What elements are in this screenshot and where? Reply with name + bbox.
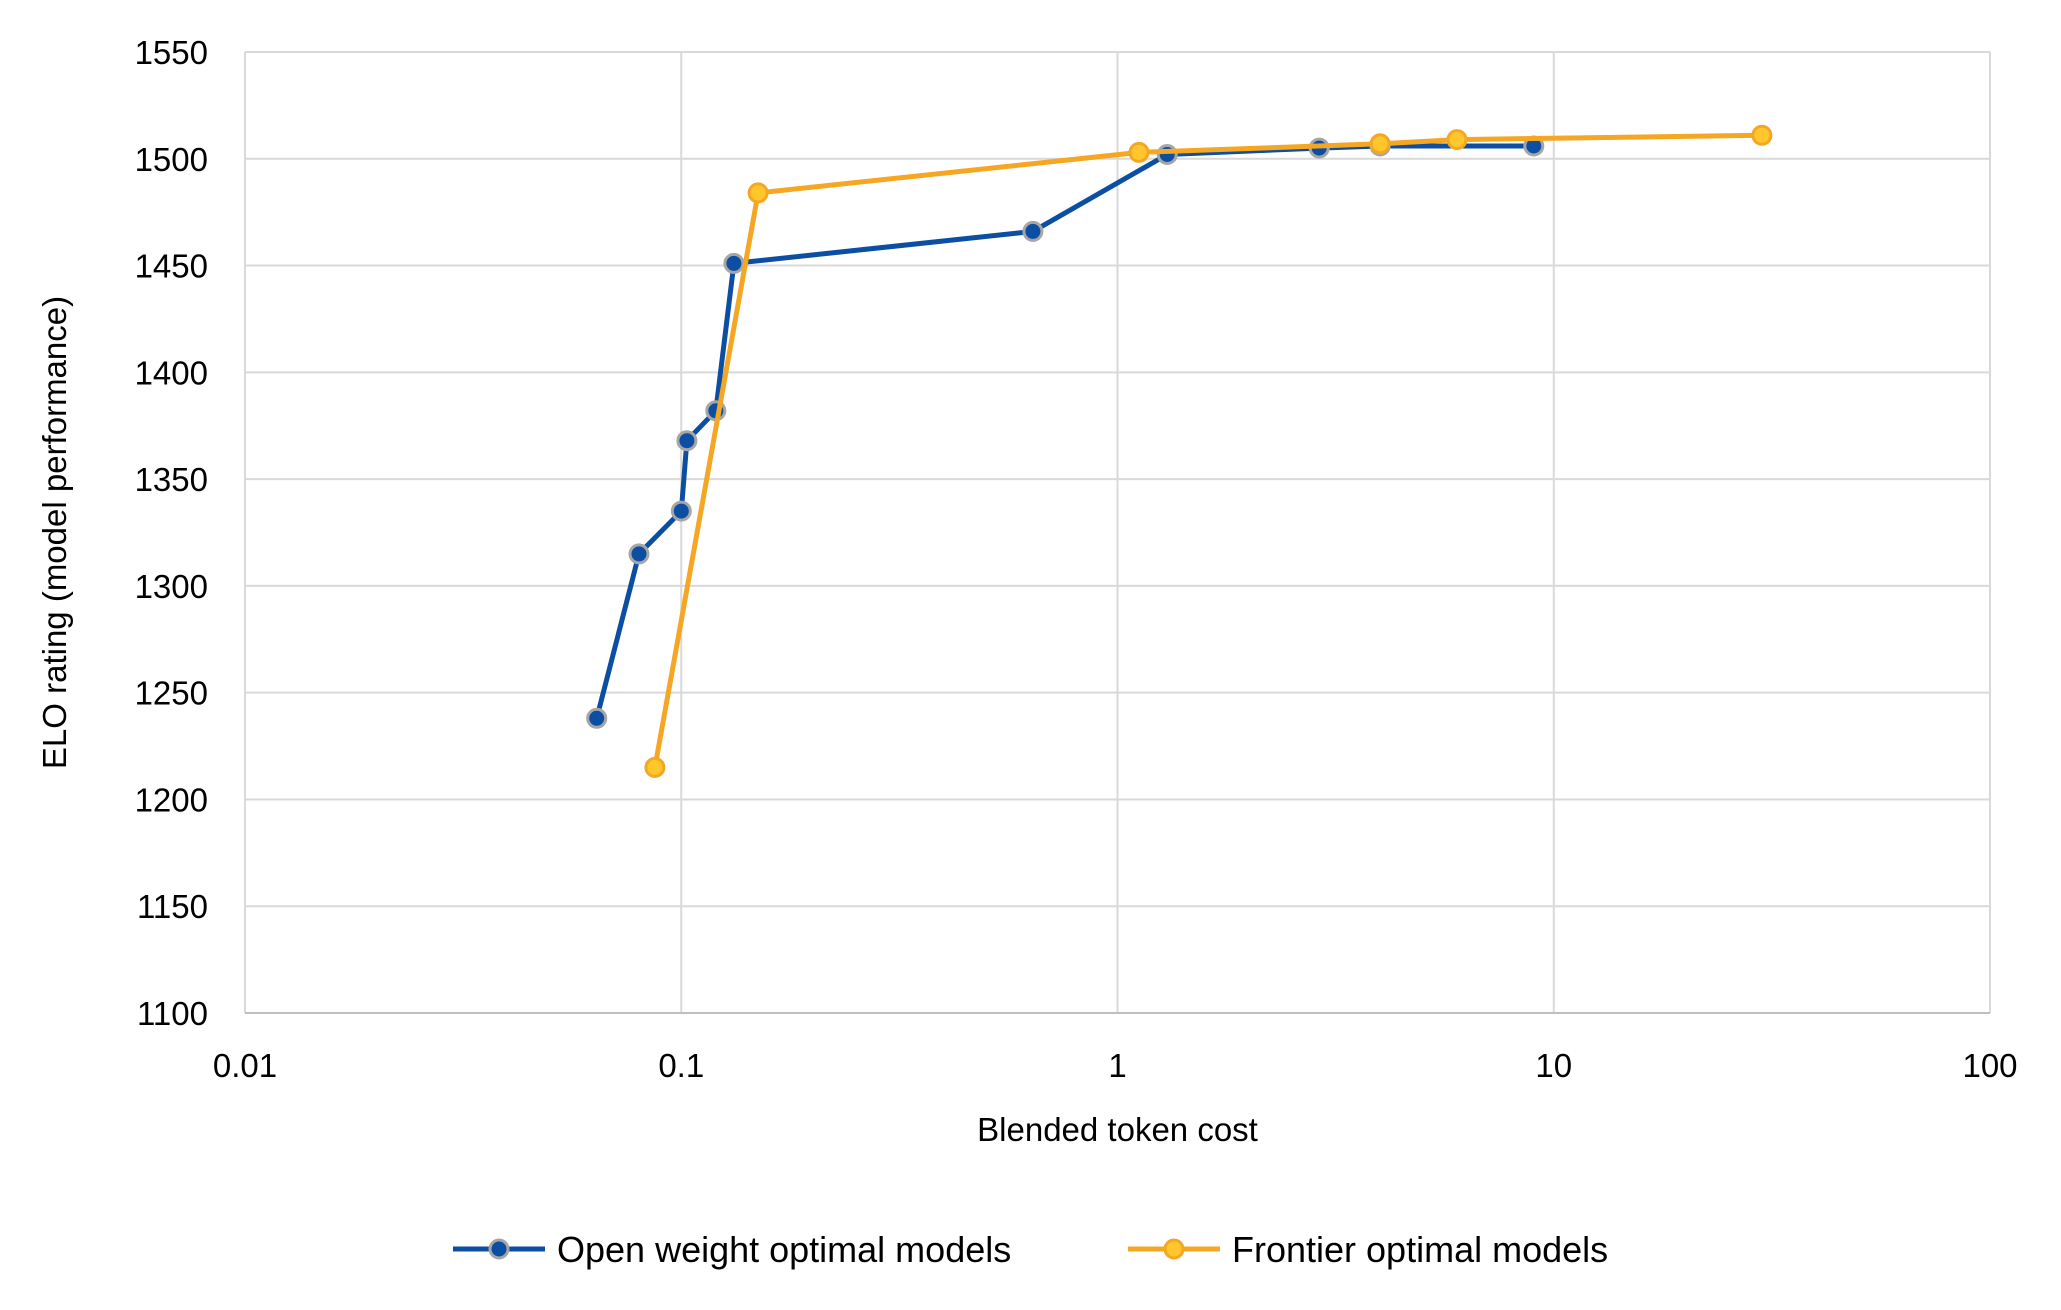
y-tick-label: 1400 [135,354,208,391]
grid [244,51,1991,1013]
y-tick-label: 1350 [135,461,208,498]
data-point [670,500,692,522]
series-line [652,132,1765,770]
data-point [586,707,608,729]
y-tick-label: 1100 [137,995,208,1032]
series-0 [586,135,1545,729]
data-point [1022,220,1044,242]
x-tick-label: 1 [1108,1047,1126,1084]
legend-item-frontier: Frontier optimal models [1128,1229,1608,1270]
y-tick-label: 1200 [135,781,208,818]
data-point [1751,124,1773,146]
legend-label-open-weight: Open weight optimal models [557,1229,1011,1270]
y-axis-title: ELO rating (model performance) [36,296,73,769]
x-tick-label: 0.01 [213,1047,277,1084]
x-tick-labels: 0.01 0.1 1 10 100 [213,1047,2018,1084]
x-tick-label: 100 [1962,1047,2017,1084]
legend-label-frontier: Frontier optimal models [1232,1229,1608,1270]
data-point [747,182,769,204]
x-tick-label: 0.1 [658,1047,704,1084]
legend-marker-frontier [1163,1238,1185,1260]
series [586,124,1773,778]
data-point [676,430,698,452]
y-tick-label: 1250 [135,675,208,712]
data-point [644,756,666,778]
series-line [594,143,1537,721]
y-tick-label: 1150 [137,888,208,925]
y-tick-label: 1500 [135,141,208,178]
x-axis-title: Blended token cost [977,1111,1258,1148]
data-point [723,252,745,274]
y-tick-labels: 1100 1150 1200 1250 1300 1350 1400 1450 1500 1550 [135,34,208,1032]
data-point [1369,133,1391,155]
legend-marker-open-weight [488,1238,510,1260]
y-tick-label: 1550 [135,34,208,71]
legend: Open weight optimal models Frontier opti… [453,1229,1608,1270]
data-point [1446,129,1468,151]
data-point [628,543,650,565]
x-tick-label: 10 [1535,1047,1572,1084]
legend-item-open-weight: Open weight optimal models [453,1229,1011,1270]
y-tick-label: 1300 [135,568,208,605]
data-point [1128,141,1150,163]
data-point [1156,144,1178,165]
y-tick-label: 1450 [135,248,208,285]
series-1 [644,124,1773,778]
